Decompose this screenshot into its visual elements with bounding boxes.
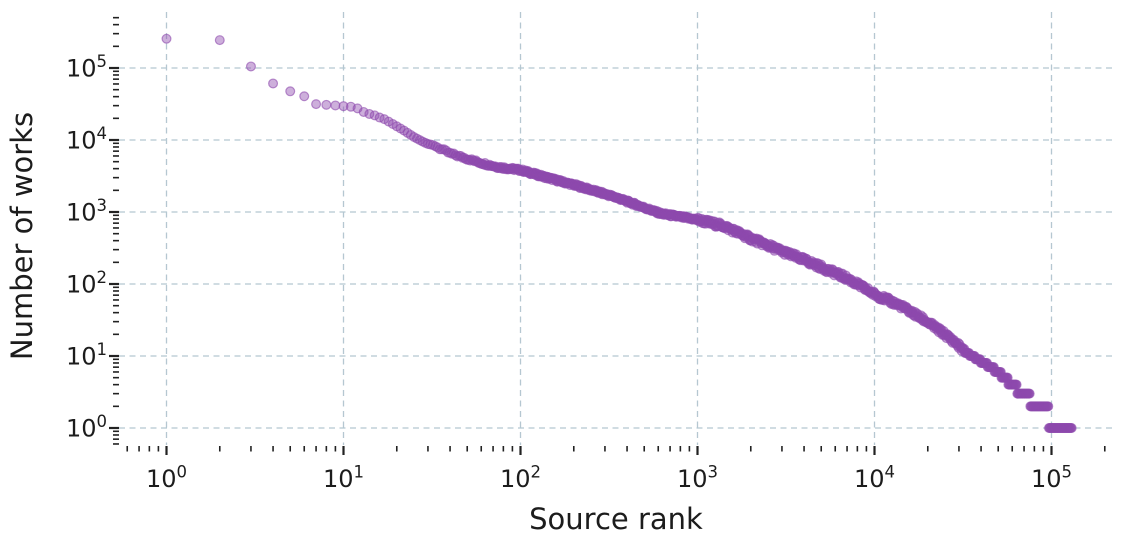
- data-point: [358, 106, 369, 117]
- data-point: [321, 99, 332, 110]
- y-tick-label: 101: [66, 340, 107, 371]
- data-point: [311, 99, 322, 110]
- data-point: [1066, 423, 1077, 434]
- data-point: [369, 110, 380, 121]
- y-tick-label: 105: [66, 52, 107, 83]
- x-tick-label: 104: [854, 463, 895, 494]
- data-point: [214, 35, 225, 46]
- y-tick-label: 104: [66, 124, 107, 155]
- x-tick-label: 103: [677, 463, 718, 494]
- data-point: [330, 100, 341, 111]
- data-points-layer: [161, 33, 1077, 434]
- x-axis-label: Source rank: [529, 502, 703, 536]
- y-tick-label: 103: [66, 196, 107, 227]
- tick-labels-layer: 100 101 102 103 104 105 100 101 102 103 104 105: [66, 52, 1072, 493]
- y-axis-label: Number of works: [5, 112, 39, 360]
- data-point: [245, 61, 256, 72]
- data-point: [285, 86, 296, 97]
- gridlines-layer: [119, 12, 1113, 445]
- x-tick-label: 105: [1031, 463, 1072, 494]
- ticks-layer: [109, 16, 1106, 455]
- data-point: [1024, 388, 1035, 399]
- y-tick-label: 100: [66, 412, 107, 443]
- data-point: [299, 91, 310, 102]
- y-tick-label: 102: [66, 268, 107, 299]
- x-tick-label: 100: [146, 463, 187, 494]
- data-point: [1043, 401, 1054, 412]
- data-point: [338, 101, 349, 112]
- data-point: [268, 78, 279, 89]
- data-point: [161, 33, 172, 44]
- data-point: [1011, 379, 1022, 390]
- x-tick-label: 101: [323, 463, 364, 494]
- x-tick-label: 102: [500, 463, 541, 494]
